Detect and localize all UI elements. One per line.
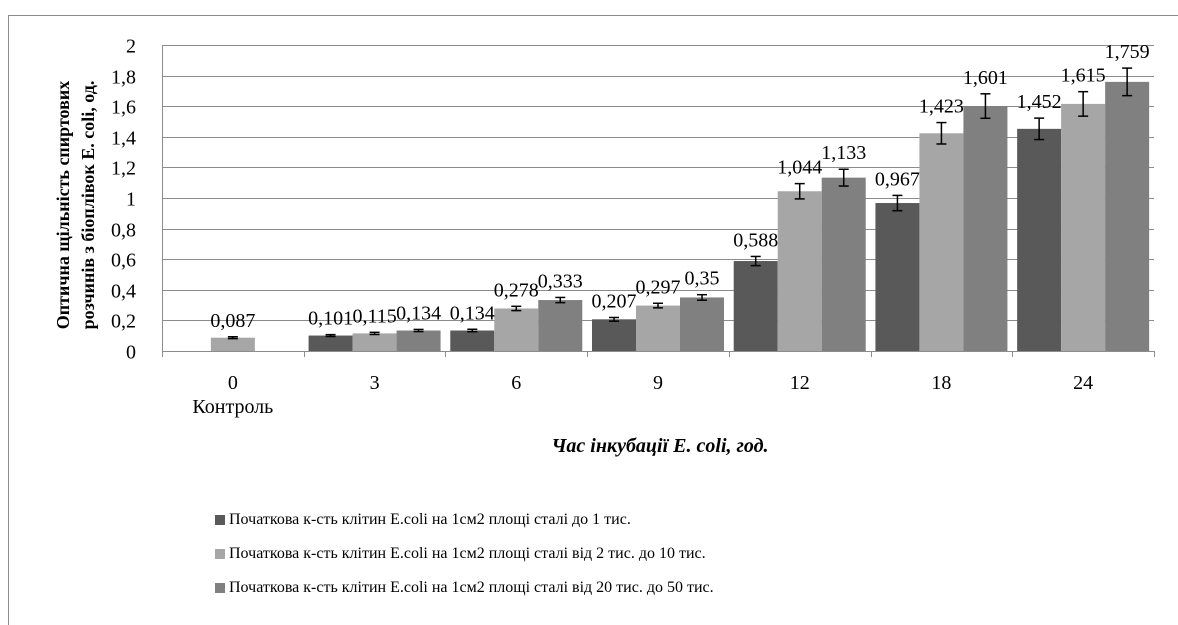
bar [1105,81,1150,352]
bar [875,203,920,351]
data-label: 0,297 [636,276,681,298]
legend-label: Початкова к-сть клітин E.coli на 1см2 пл… [229,511,631,528]
y-tick-label: 0 [126,342,136,364]
legend-label: Початкова к-сть клітин E.coli на 1см2 пл… [229,579,714,596]
x-tick-label: 6 [511,372,521,394]
bar [1061,103,1106,351]
y-tick-label: 1 [126,189,136,211]
x-tick-label: 12 [790,372,810,394]
bar [1017,128,1062,351]
data-label: 0,333 [538,270,583,292]
error-bars [227,67,1133,340]
bar [680,297,724,351]
y-tick-label: 0,6 [111,250,136,272]
bar [450,330,495,351]
data-label: 1,615 [1061,65,1106,87]
x-tick-label: 3 [370,372,380,394]
data-label: 1,133 [821,142,866,164]
x-axis-title: Час інкубації E. coli, год. [551,435,768,457]
y-tick-label: 1,6 [111,97,136,119]
bar [352,333,397,351]
bar [396,330,441,351]
y-axis-title: Оптична щільність спиртових розчинів з бі… [53,81,98,330]
legend-label: Початкова к-сть клітин E.coli на 1см2 пл… [229,545,706,562]
legend-swatch [215,515,225,525]
y-tick-label: 1,4 [111,128,136,150]
data-label: 0,087 [210,310,255,332]
data-label: 0,588 [733,229,778,251]
bar [963,106,1008,351]
data-label: 0,134 [396,302,441,324]
legend-item: Початкова к-сть клітин E.coli на 1см2 пл… [215,503,714,537]
y-axis-title-line: Оптична щільність спиртових [53,81,73,329]
data-label: 1,601 [963,67,1008,89]
legend: Початкова к-сть клітин E.coli на 1см2 пл… [215,503,714,605]
y-tick-label: 1,8 [111,67,136,89]
bar [494,308,539,351]
data-label: 0,134 [450,302,495,324]
bar [308,335,353,351]
bar [592,319,636,351]
bar [538,300,583,351]
data-label: 1,452 [1017,91,1062,113]
data-label: 1,044 [777,157,822,179]
x-tick-label: 0 [228,372,238,394]
data-label: 0,101 [308,308,353,330]
x-tick-label: 24 [1073,372,1093,394]
data-label: 0,115 [352,305,396,327]
data-label: 1,759 [1105,41,1150,63]
bar-chart: 0,101 0,134 0,207 0,588 0,967 1,452 0,087 0,115… [53,36,1155,457]
legend-item: Початкова к-сть клітин E.coli на 1см2 пл… [215,571,714,605]
data-label: 0,967 [875,168,920,190]
bar [821,177,866,351]
bar [733,261,778,351]
bar [777,191,822,351]
x-tick-label: 18 [931,372,951,394]
legend-item: Початкова к-сть клітин E.coli на 1см2 пл… [215,537,714,571]
bar [919,133,964,351]
y-tick-label: 1,2 [111,158,136,180]
data-labels: 0,101 0,134 0,207 0,588 0,967 1,452 0,087 0,115… [210,41,1149,332]
x-tick-label: Контроль [192,396,273,418]
data-label: 1,423 [919,96,964,118]
y-axis-title-line: розчинів з біоплівок E. coli, од. [78,81,98,330]
x-tick-label: 9 [653,372,663,394]
data-label: 0,35 [685,268,720,290]
y-tick-label: 2 [126,36,136,58]
bar [210,337,255,351]
data-label: 0,207 [592,290,637,312]
bar [636,305,680,351]
y-tick-label: 0,8 [111,220,136,242]
y-tick-label: 0,4 [111,281,136,303]
bars [210,81,1150,352]
legend-swatch [215,583,225,593]
legend-swatch [215,549,225,559]
data-label: 0,278 [494,279,539,301]
y-tick-label: 0,2 [111,311,136,333]
